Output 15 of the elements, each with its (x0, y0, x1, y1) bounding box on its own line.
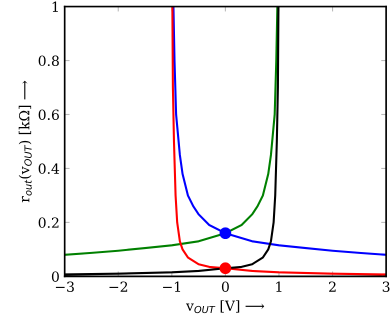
x-tick-label: −2 (109, 281, 128, 292)
x-tick-label: 1 (276, 281, 282, 292)
x-tick-label: 3 (382, 281, 390, 292)
x-tick-label: −3 (56, 281, 74, 292)
x-tick-label: −1 (163, 281, 180, 292)
x-tick-label: 0 (222, 281, 229, 292)
x-axis-title: v$_{OUT}$ [V] ⟶ (186, 300, 264, 314)
y-axis-title: r$_{out}$(v$_{OUT}$) [kΩ] ⟶ (18, 80, 32, 202)
y-tick-label: 0.2 (38, 217, 58, 228)
y-tick-label: 1 (52, 2, 58, 12)
x-tick-label: 2 (329, 281, 336, 292)
y-tick-label: 0.6 (38, 109, 59, 120)
y-tick-label: 0.8 (38, 56, 59, 66)
y-tick-label: 0.4 (38, 163, 60, 174)
y-tick-label: 0 (52, 271, 59, 282)
